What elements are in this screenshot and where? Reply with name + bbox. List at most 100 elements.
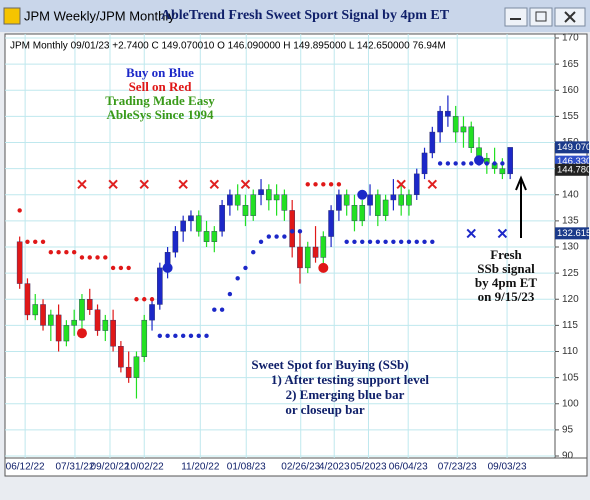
stop-dot (56, 250, 61, 255)
candle-body (320, 236, 327, 258)
minimize-button[interactable] (504, 7, 528, 27)
x-marker (77, 179, 87, 190)
candle-body (203, 231, 210, 242)
y-tick-label: 90 (562, 451, 574, 462)
stop-dot (134, 297, 139, 302)
y-tick-label: 155 (562, 111, 579, 122)
annotation: AbleSys Since 1994 (107, 107, 214, 122)
candle-body (468, 126, 475, 148)
candle-body (507, 147, 513, 175)
candle-body (258, 189, 264, 195)
candle-body (24, 283, 31, 316)
candle-body (304, 246, 311, 269)
price-tag (555, 141, 589, 154)
stop-dot (305, 182, 310, 187)
stop-dot (453, 161, 458, 166)
stop-dot (500, 161, 505, 166)
candle-body (102, 319, 109, 331)
x-marker (240, 179, 251, 190)
candle-body (48, 314, 54, 326)
x-marker (427, 179, 438, 190)
stop-dot (173, 333, 178, 339)
stop-dot (344, 239, 349, 244)
stop-dot (266, 234, 272, 239)
stop-dot (383, 239, 388, 244)
stop-dot (328, 182, 334, 187)
candle-body (281, 194, 288, 211)
candle-body (445, 110, 451, 117)
candle-body (219, 204, 225, 232)
candle-body (250, 194, 257, 216)
y-tick-label: 105 (562, 372, 579, 383)
annotation: Sell on Red (129, 79, 193, 94)
candle-body (242, 204, 249, 216)
maximize-button[interactable] (529, 7, 553, 27)
candle-body (40, 304, 46, 326)
annotation: Sweet Spot for Buying (SSb) (251, 357, 408, 372)
signal-dot (357, 189, 368, 200)
candle-body (188, 215, 194, 222)
candle-body (429, 131, 436, 154)
x-marker (497, 228, 508, 239)
candle-body (398, 194, 404, 206)
stop-dot (375, 239, 381, 244)
stop-dot (17, 208, 22, 213)
annotation: or closeup bar (285, 402, 364, 417)
title-bar (0, 0, 590, 32)
stop-dot (204, 333, 209, 339)
stop-dot (40, 239, 46, 244)
candle-body (452, 116, 459, 133)
stop-dot (492, 161, 497, 166)
candle-body (133, 356, 140, 378)
x-tick-label: 07/31/22 (55, 462, 94, 473)
stop-dot (321, 182, 326, 187)
candle-body (343, 194, 350, 206)
candle-body (86, 299, 93, 310)
candle-body (211, 231, 218, 242)
price-tag-label: 149.070 (557, 142, 590, 153)
stop-dot (33, 239, 38, 244)
stop-dot (398, 239, 404, 244)
y-tick-label: 130 (562, 242, 579, 253)
stop-dot (258, 239, 264, 244)
stop-dot (64, 250, 69, 255)
candle-body (79, 299, 85, 321)
stop-dot (461, 161, 466, 166)
candle-body (110, 319, 116, 347)
stop-dot (352, 239, 357, 244)
price-tag-label: 132.615 (557, 228, 590, 239)
candle-body (499, 168, 506, 175)
x-marker (466, 228, 476, 239)
x-tick-label: 02/26/23 (281, 462, 320, 473)
stop-dot (251, 250, 256, 255)
y-tick-label: 100 (562, 398, 579, 409)
candle-body (172, 231, 179, 253)
stop-dot (297, 229, 303, 234)
candle-body (289, 210, 295, 248)
stop-dot (110, 265, 116, 271)
y-tick-label: 95 (562, 425, 574, 436)
candle-body (382, 199, 389, 216)
x-marker (209, 179, 220, 190)
y-tick-label: 135 (562, 216, 579, 227)
y-tick-label: 165 (562, 59, 579, 70)
stop-dot (406, 239, 412, 244)
candle-body (312, 246, 319, 258)
stop-dot (180, 333, 186, 339)
candle-body (16, 241, 23, 284)
tab-label: JPM Weekly/JPM Monthly (24, 8, 175, 23)
stop-dot (367, 239, 373, 244)
close-icon (564, 11, 576, 23)
x-marker (108, 179, 118, 190)
annotation: Buy on Blue (126, 65, 194, 80)
annotation: Trading Made Easy (105, 93, 215, 108)
candle-body (63, 325, 70, 342)
stop-dot (422, 239, 427, 244)
candle-body (227, 194, 233, 206)
x-tick-label: 06/04/23 (389, 462, 428, 473)
candle-body (71, 319, 77, 326)
stop-dot (437, 161, 443, 166)
candle-body (180, 220, 186, 232)
stop-dot (484, 161, 490, 166)
